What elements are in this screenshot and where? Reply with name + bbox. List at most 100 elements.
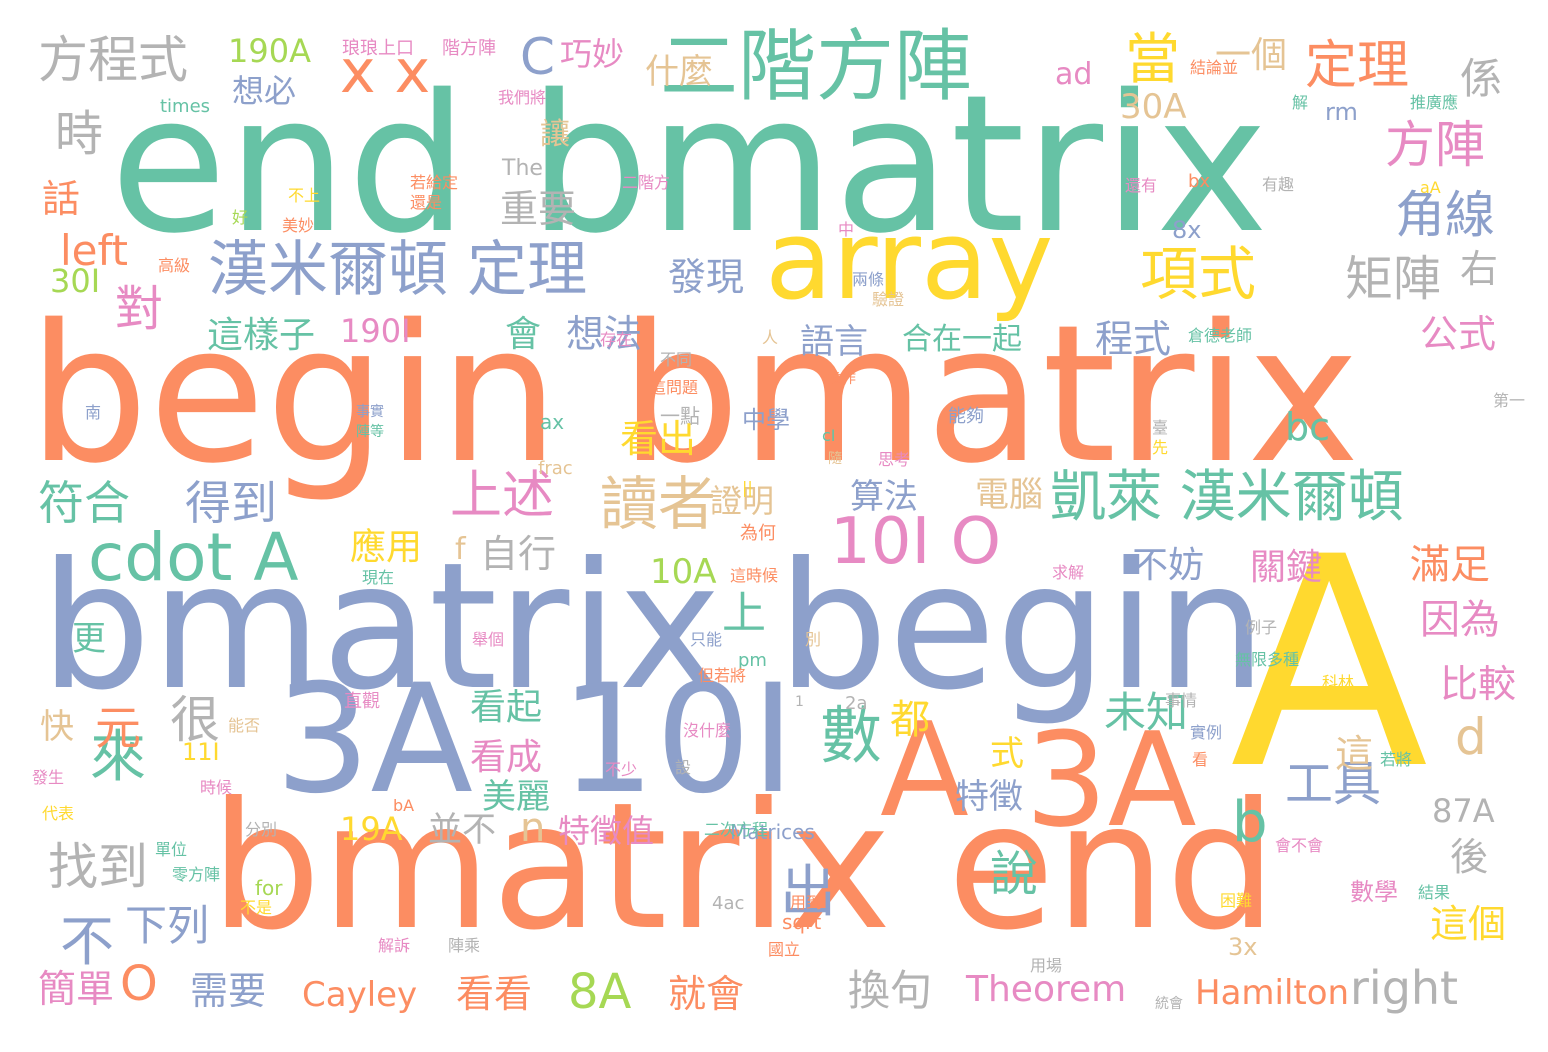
cloud-word: 南 bbox=[85, 403, 102, 422]
cloud-word: 科林 bbox=[1322, 673, 1355, 692]
cloud-word: 來 bbox=[90, 725, 146, 790]
cloud-word: 滿足 bbox=[1410, 542, 1490, 588]
cloud-word: 凱萊 漢米爾頓 bbox=[1050, 465, 1404, 530]
cloud-word: 統會 bbox=[1155, 996, 1183, 1012]
cloud-word: bA bbox=[393, 796, 415, 815]
cloud-word: 漢米爾頓 定理 bbox=[208, 235, 588, 305]
cloud-word: 話 bbox=[42, 177, 81, 221]
cloud-word: 看 bbox=[1192, 750, 1209, 769]
cloud-word: bc bbox=[1285, 405, 1331, 449]
cloud-word: 方程式 bbox=[38, 31, 188, 89]
cloud-word: 不同 bbox=[660, 350, 693, 369]
cloud-word: 為何 bbox=[740, 523, 776, 544]
cloud-word: 自行 bbox=[480, 532, 557, 576]
cloud-word: 11I bbox=[182, 738, 220, 766]
cloud-word: 上述 bbox=[450, 466, 555, 526]
cloud-word: 不是 bbox=[240, 898, 273, 917]
cloud-word: 語言 bbox=[800, 322, 868, 362]
cloud-word: 倉德老師 bbox=[1188, 326, 1253, 345]
cloud-word: 我們將 bbox=[498, 88, 547, 107]
cloud-word: 想必 bbox=[232, 72, 297, 110]
cloud-word: 發現 bbox=[668, 255, 745, 299]
cloud-word: 驗證 bbox=[872, 290, 905, 309]
cloud-word: 87A bbox=[1432, 792, 1495, 830]
cloud-word: 分別 bbox=[245, 820, 278, 839]
cloud-word: b bbox=[1232, 790, 1268, 855]
cloud-word: 不少 bbox=[605, 760, 638, 779]
cloud-word: 困難 bbox=[1220, 891, 1253, 910]
cloud-word: 陣等 bbox=[356, 424, 384, 440]
cloud-word: begin bmatrix bbox=[28, 284, 1360, 505]
cloud-word: 不 bbox=[60, 910, 114, 973]
cloud-word: 合在一起 bbox=[902, 322, 1022, 357]
cloud-word: 看成 bbox=[470, 737, 543, 778]
cloud-word: 這時候 bbox=[730, 566, 779, 585]
cloud-word: 美妙 bbox=[282, 216, 315, 235]
cloud-word: 設 bbox=[675, 758, 692, 777]
cloud-word: 現在 bbox=[362, 568, 395, 587]
cloud-word: 能否 bbox=[228, 716, 261, 735]
cloud-word: 應用 bbox=[350, 527, 423, 568]
cloud-word: 還有 bbox=[1125, 176, 1158, 195]
cloud-word: 比較 bbox=[1440, 662, 1517, 706]
cloud-word: 這問題 bbox=[650, 378, 699, 397]
cloud-word: 更 bbox=[72, 619, 106, 659]
cloud-word: 用到 bbox=[790, 893, 823, 912]
cloud-word: The bbox=[502, 156, 543, 181]
cloud-word: Matrices bbox=[730, 820, 815, 844]
cloud-word: 4ac bbox=[712, 893, 745, 914]
cloud-word: 先 bbox=[1152, 438, 1169, 457]
cloud-word: 30A bbox=[1120, 87, 1187, 127]
cloud-word: 工具 bbox=[1285, 756, 1382, 812]
cloud-word: 因為 bbox=[1420, 597, 1500, 643]
cloud-word: 換作 bbox=[828, 371, 856, 387]
cloud-word: 什麼 bbox=[645, 52, 713, 92]
cloud-word: 無限多種 bbox=[1235, 650, 1300, 669]
cloud-word: 這樣子 bbox=[207, 315, 316, 356]
cloud-word: times bbox=[160, 96, 211, 117]
cloud-word: cdot A bbox=[88, 519, 299, 596]
cloud-word: 結論並 bbox=[1190, 58, 1239, 77]
cloud-word: 出 bbox=[780, 860, 836, 925]
cloud-word: 讓 bbox=[540, 117, 570, 152]
cloud-word: 並不 bbox=[428, 810, 496, 850]
cloud-word: 3A bbox=[1025, 704, 1197, 856]
cloud-word: 會 bbox=[505, 314, 542, 355]
cloud-word: 19A bbox=[340, 810, 403, 848]
cloud-word: 能夠 bbox=[948, 406, 984, 427]
cloud-word: 10I O bbox=[830, 505, 1002, 579]
cloud-word: d bbox=[1455, 708, 1487, 766]
cloud-word: 式 bbox=[990, 734, 1024, 774]
cloud-word: 看出 bbox=[620, 417, 697, 461]
cloud-word: 矩陣 bbox=[1345, 251, 1442, 307]
cloud-word: 兩條 bbox=[852, 270, 885, 289]
cloud-word: 發生 bbox=[32, 768, 65, 787]
cloud-word: bmatrix end bbox=[210, 766, 1277, 969]
cloud-word: 琅琅上口 bbox=[342, 38, 414, 59]
cloud-word: 人 bbox=[762, 328, 779, 347]
cloud-word: 第一 bbox=[1493, 391, 1526, 410]
cloud-word: 特徵 bbox=[955, 777, 1023, 817]
cloud-word: 事實 bbox=[356, 404, 384, 420]
cloud-word: 實例 bbox=[1190, 723, 1223, 742]
cloud-word: 別 bbox=[805, 630, 822, 649]
cloud-word: 換句 bbox=[848, 966, 933, 1015]
cloud-word: 後 bbox=[1450, 835, 1489, 879]
cloud-word: 有趣 bbox=[1262, 175, 1295, 194]
cloud-word: 還是 bbox=[410, 193, 443, 212]
cloud-word: 推廣應 bbox=[1410, 93, 1459, 112]
cloud-word: 時 bbox=[55, 106, 104, 162]
cloud-word: 對 bbox=[115, 281, 164, 337]
cloud-word: 好 bbox=[232, 208, 249, 227]
cloud-word: 陣乘 bbox=[448, 936, 481, 955]
cloud-word: 解 bbox=[1292, 93, 1309, 112]
cloud-word: 未知 bbox=[1104, 688, 1189, 737]
cloud-word: 用場 bbox=[1030, 956, 1063, 975]
cloud-word: 思考 bbox=[878, 450, 911, 469]
cloud-word: 臺 bbox=[1152, 418, 1169, 437]
cloud-word: right bbox=[1350, 961, 1459, 1015]
cloud-word: 方陣 bbox=[1385, 116, 1485, 174]
cloud-word: 項式 bbox=[1140, 240, 1257, 308]
cloud-word: for bbox=[255, 876, 283, 900]
